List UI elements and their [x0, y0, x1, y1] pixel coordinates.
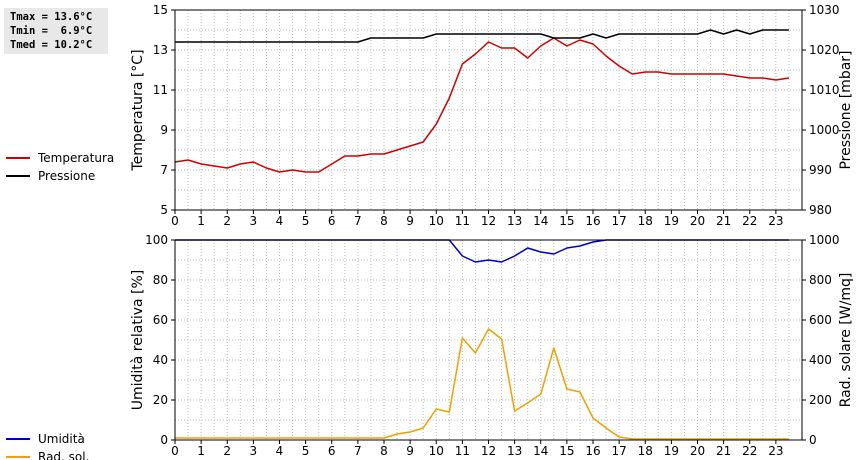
humidity-radiation-chart: 0 1 2 3 4 5 6 7 8 9 10 11 12 13 14 15 16 17 18 19 20 21 22 2302…: [130, 233, 854, 458]
legend-bottom: Umidità Rad. sol.: [6, 432, 89, 460]
y-right-axis-label: Rad. solare [W/mq]: [838, 273, 854, 408]
x-tick-label: 0: [171, 214, 179, 228]
x-tick-label: 18: [638, 444, 653, 458]
x-tick-label: 5: [302, 444, 310, 458]
x-tick-label: 12: [481, 214, 496, 228]
plot-frame: [174, 239, 803, 441]
stats-box: Tmax = 13.6°C Tmin = 6.9°C Tmed = 10.2°C: [4, 8, 108, 54]
y-left-tick-label: 7: [160, 163, 168, 177]
y-right-tick-label: 1010: [809, 83, 840, 97]
y-left-tick-label: 40: [153, 353, 168, 367]
y-left-tick-label: 0: [160, 433, 168, 447]
x-tick-label: 21: [716, 214, 731, 228]
x-tick-label: 20: [690, 444, 705, 458]
x-tick-label: 23: [768, 444, 783, 458]
x-tick-label: 14: [533, 444, 548, 458]
legend-label: Rad. sol.: [38, 450, 89, 460]
x-tick-label: 4: [276, 444, 284, 458]
y-right-tick-label: 0: [809, 433, 817, 447]
x-tick-label: 1: [197, 214, 205, 228]
x-tick-label: 17: [611, 214, 626, 228]
stat-tmax: Tmax = 13.6°C: [10, 11, 93, 23]
x-tick-label: 7: [354, 214, 362, 228]
x-tick-label: 16: [585, 214, 600, 228]
x-tick-label: 16: [585, 444, 600, 458]
plot-frame: [174, 9, 803, 211]
x-tick-label: 8: [380, 444, 388, 458]
y-left-tick-label: 20: [153, 393, 168, 407]
x-tick-label: 6: [328, 214, 336, 228]
x-tick-label: 3: [250, 214, 258, 228]
y-left-tick-label: 100: [145, 233, 168, 247]
y-left-axis-label: Temperatura [°C]: [130, 49, 146, 171]
x-tick-label: 22: [742, 214, 757, 228]
x-tick-label: 4: [276, 214, 284, 228]
x-tick-label: 17: [611, 444, 626, 458]
x-tick-label: 15: [559, 444, 574, 458]
legend-label: Temperatura: [37, 151, 114, 165]
series-line-temperatura: [174, 37, 790, 173]
x-tick-label: 8: [380, 214, 388, 228]
series-line-umidit-: [175, 239, 789, 263]
x-tick-label: 12: [481, 444, 496, 458]
x-tick-label: 13: [507, 214, 522, 228]
temperature-pressure-chart: 0 1 2 3 4 5 6 7 8 9 10 11 12 13 14 15 16 17 18 19 20 21 22 2357…: [130, 3, 854, 228]
x-tick-label: 1: [197, 444, 205, 458]
x-tick-label: 2: [223, 214, 231, 228]
y-left-tick-label: 5: [160, 203, 168, 217]
x-tick-label: 9: [406, 444, 414, 458]
x-tick-label: 11: [455, 214, 470, 228]
x-tick-label: 10: [429, 444, 444, 458]
x-tick-label: 11: [455, 444, 470, 458]
x-tick-label: 10: [429, 214, 444, 228]
x-tick-label: 9: [406, 214, 414, 228]
x-tick-label: 13: [507, 444, 522, 458]
x-tick-label: 15: [559, 214, 574, 228]
x-tick-label: 23: [768, 214, 783, 228]
x-tick-label: 2: [223, 444, 231, 458]
legend-top: Temperatura Pressione: [6, 151, 114, 183]
stat-tmin: Tmin = 6.9°C: [10, 25, 93, 37]
y-right-tick-label: 1000: [809, 123, 840, 137]
x-tick-label: 22: [742, 444, 757, 458]
y-right-tick-label: 980: [809, 203, 832, 217]
x-tick-label: 0: [171, 444, 179, 458]
x-tick-label: 20: [690, 214, 705, 228]
y-left-axis-label: Umidità relativa [%]: [130, 270, 146, 411]
x-tick-label: 7: [354, 444, 362, 458]
y-right-tick-label: 990: [809, 163, 832, 177]
y-left-tick-label: 9: [160, 123, 168, 137]
series-line-pressione: [175, 29, 789, 43]
legend-label: Pressione: [38, 169, 95, 183]
y-right-tick-label: 1030: [809, 3, 840, 17]
y-right-axis-label: Pressione [mbar]: [838, 50, 854, 169]
y-right-tick-label: 200: [809, 393, 832, 407]
y-right-tick-label: 400: [809, 353, 832, 367]
x-tick-label: 14: [533, 214, 548, 228]
y-left-tick-label: 60: [153, 313, 168, 327]
stat-tmed: Tmed = 10.2°C: [10, 39, 93, 51]
y-left-tick-label: 15: [153, 3, 168, 17]
x-tick-label: 18: [638, 214, 653, 228]
x-tick-label: 19: [664, 444, 679, 458]
x-tick-label: 19: [664, 214, 679, 228]
y-left-tick-label: 80: [153, 273, 168, 287]
x-tick-label: 21: [716, 444, 731, 458]
series-line-rad-sol-: [175, 328, 789, 440]
y-left-tick-label: 11: [153, 83, 168, 97]
y-right-tick-label: 600: [809, 313, 832, 327]
x-tick-label: 6: [328, 444, 336, 458]
y-right-tick-label: 800: [809, 273, 832, 287]
y-left-tick-label: 13: [153, 43, 168, 57]
y-right-tick-label: 1020: [809, 43, 840, 57]
legend-label: Umidità: [38, 432, 85, 446]
x-tick-label: 3: [250, 444, 258, 458]
y-right-tick-label: 1000: [809, 233, 840, 247]
x-tick-label: 5: [302, 214, 310, 228]
